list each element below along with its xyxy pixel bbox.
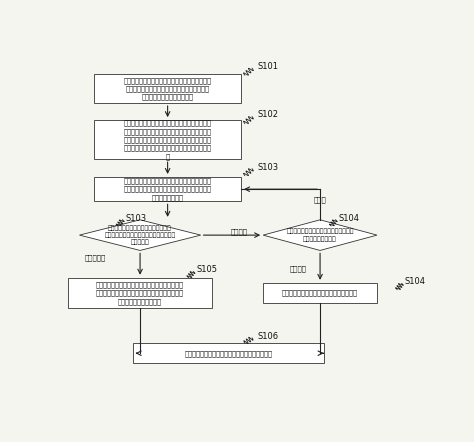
Text: 若未被遮挡: 若未被遮挡: [84, 254, 106, 260]
Text: 判断是否存在下一个与所述虚拟相机的视
角最接近的监控相机: 判断是否存在下一个与所述虚拟相机的视 角最接近的监控相机: [286, 229, 354, 241]
Text: S102: S102: [258, 110, 279, 119]
Polygon shape: [80, 220, 201, 251]
Text: 若不存在: 若不存在: [290, 266, 307, 272]
Text: S103: S103: [258, 163, 279, 171]
Bar: [94, 74, 241, 103]
Text: 若被遮挡: 若被遮挡: [231, 229, 248, 235]
Text: S106: S106: [258, 332, 279, 341]
Text: 依据当前选取的最接近的所述监控相机的视频解析
图像中对应所述目标点的像素颜色对所述虚拟相机
视角下的目标点进行渲染: 依据当前选取的最接近的所述监控相机的视频解析 图像中对应所述目标点的像素颜色对所…: [96, 281, 184, 305]
Bar: [133, 343, 324, 363]
Polygon shape: [263, 220, 377, 251]
Text: 最终得到对应当前帧的经完整渲染的三维场景模型: 最终得到对应当前帧的经完整渲染的三维场景模型: [184, 350, 272, 357]
Text: 获取多个监控相机的内外参数、及视频数据，据以
形成对应各帧的三维场景模型、及对应所述三维
场景模型的场景模型纹色贴图: 获取多个监控相机的内外参数、及视频数据，据以 形成对应各帧的三维场景模型、及对应…: [124, 77, 211, 100]
Text: S104: S104: [405, 277, 426, 286]
Text: 依据所述场景颜色贴图的像素颜色进行渲染: 依据所述场景颜色贴图的像素颜色进行渲染: [282, 290, 358, 296]
Text: S103: S103: [125, 213, 146, 223]
Text: 在所述三维场景模型中分别对各所述监控相机的视
角下的三维场景进行渲染以得到对应各所述监控相
机的监控深度图像: 在所述三维场景模型中分别对各所述监控相机的视 角下的三维场景进行渲染以得到对应各…: [124, 178, 211, 201]
Bar: [68, 278, 212, 309]
Bar: [263, 283, 377, 303]
Text: 在所述三维场景模型中分别对各所述监控相机的视
角下的三维场景进行渲染以得到对应各所述监控相
机的监控深度图像，以及对应虚拟相机的视角下的
三维场景进行渲染以得到: 在所述三维场景模型中分别对各所述监控相机的视 角下的三维场景进行渲染以得到对应各…: [124, 120, 211, 160]
Text: S105: S105: [196, 265, 217, 274]
Bar: [94, 120, 241, 160]
Text: S104: S104: [338, 213, 359, 223]
Text: S101: S101: [258, 62, 279, 71]
Text: 若存在: 若存在: [314, 197, 327, 203]
Text: 判断所述虚拟相机的视角下的目标点在
当前选取的最接近的所述监控相机的视角下
是否被遮挡: 判断所述虚拟相机的视角下的目标点在 当前选取的最接近的所述监控相机的视角下 是否…: [104, 225, 176, 245]
Bar: [94, 177, 241, 202]
